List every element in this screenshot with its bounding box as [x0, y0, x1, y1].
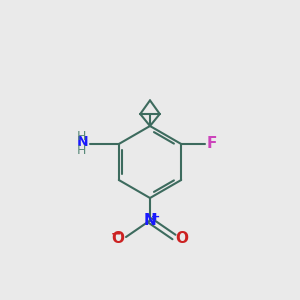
Text: F: F [207, 136, 217, 152]
Text: O: O [176, 231, 188, 246]
Text: H: H [77, 130, 87, 143]
Text: N: N [144, 213, 156, 228]
Text: −: − [111, 227, 122, 241]
Text: O: O [112, 231, 124, 246]
Text: N: N [77, 136, 89, 149]
Text: +: + [151, 212, 160, 222]
Text: H: H [77, 143, 87, 157]
